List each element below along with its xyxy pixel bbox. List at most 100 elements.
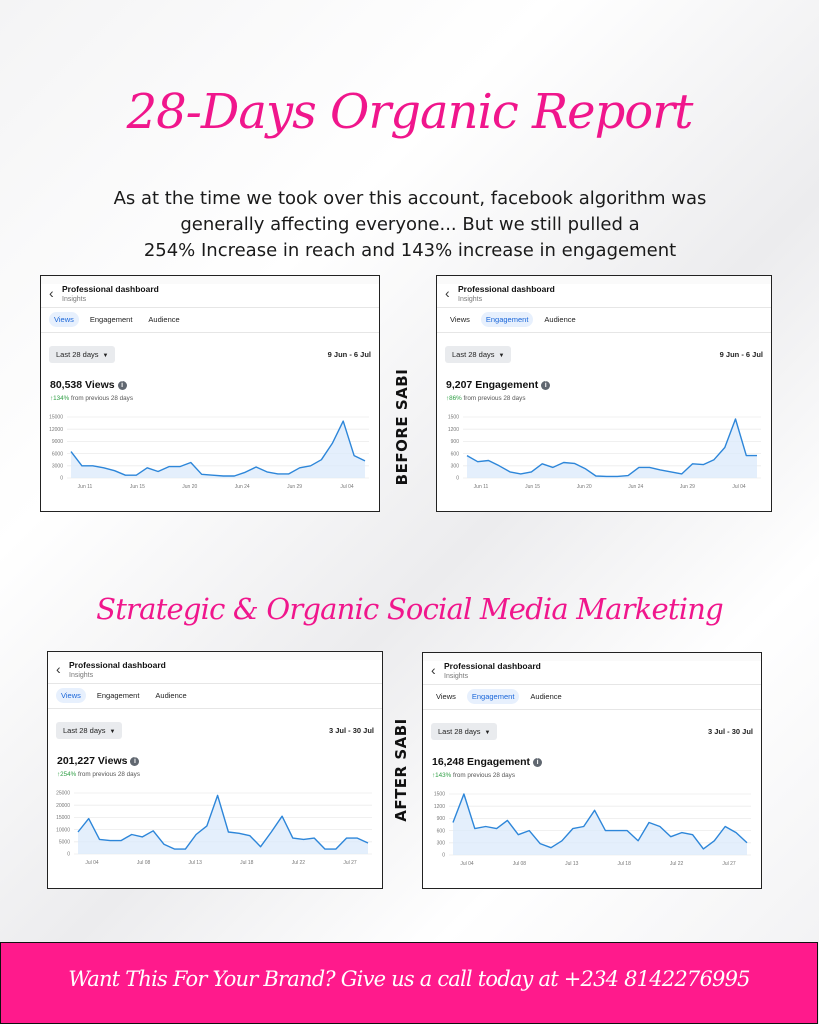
tab-audience[interactable]: Audience (148, 315, 180, 324)
insights-area-chart: 15000 12000 9000 6000 3000 0 Jun 11 Jun 15 Jun 2… (49, 415, 369, 490)
y-tick-label: 1500 (448, 415, 459, 421)
series-line (466, 418, 757, 478)
cta-text[interactable]: Want This For Your Brand? Give us a call… (68, 967, 750, 991)
delta-percent: ↑86% (446, 395, 462, 402)
insights-area-chart: 1500 1200 900 600 300 0 Jun 11 Jun 15 Jun 20 Jun … (448, 415, 761, 490)
info-icon[interactable]: i (117, 381, 127, 390)
insights-area-chart: 25000 20000 15000 10000 5000 0 Jul 04 Jul 08 Jul… (56, 791, 372, 866)
x-tick-label: Jun 24 (235, 484, 250, 490)
x-tick-label: Jun 11 (78, 484, 93, 490)
delta-text: from previous 28 days (461, 395, 526, 402)
page-title: 28-Days Organic Report (126, 84, 694, 140)
tab-audience[interactable]: Audience (155, 691, 187, 700)
tabs-divider (423, 709, 761, 710)
caret-down-icon: ▼ (109, 729, 116, 735)
status-bar (423, 653, 761, 661)
chevron-left-icon[interactable]: ‹ (49, 285, 54, 301)
date-range-text: 9 Jun - 6 Jul (327, 350, 371, 359)
caret-down-icon: ▼ (498, 353, 505, 359)
header-title: Professional dashboard (62, 284, 159, 294)
dashboard-panel-after-engagement: ‹ Professional dashboard Insights Views Enga… (422, 652, 762, 889)
y-tick-label: 12000 (49, 427, 63, 433)
tab-engagement[interactable]: Engagement (466, 689, 520, 704)
y-tick-label: 3000 (52, 464, 63, 470)
series-line (70, 420, 366, 477)
dropdown-label: Last 28 days (63, 726, 106, 735)
y-tick-label: 0 (442, 853, 445, 859)
x-tick-label: Jul 22 (670, 861, 684, 867)
x-tick-label: Jul 13 (565, 861, 579, 867)
date-range-dropdown[interactable]: Last 28 days ▼ (56, 722, 123, 739)
y-tick-label: 300 (437, 841, 446, 847)
date-range-dropdown[interactable]: Last 28 days ▼ (445, 346, 512, 363)
x-tick-label: Jun 29 (287, 484, 302, 490)
x-tick-label: Jun 20 (182, 484, 197, 490)
date-range-text: 3 Jul - 30 Jul (328, 726, 374, 735)
x-tick-label: Jun 15 (525, 484, 540, 490)
y-tick-label: 900 (437, 816, 446, 822)
delta-text: from previous 28 days (451, 772, 515, 779)
cta-banner[interactable]: Want This For Your Brand? Give us a call… (0, 942, 818, 1024)
dropdown-label: Last 28 days (452, 350, 495, 359)
x-tick-label: Jun 11 (474, 484, 489, 490)
dashboard-panel-before-engagement: ‹ Professional dashboard Insights Views Enga… (436, 275, 772, 512)
y-tick-label: 300 (451, 464, 460, 470)
intro-line-3: 254% Increase in reach and 143% increase… (143, 240, 677, 261)
date-range-dropdown[interactable]: Last 28 days ▼ (431, 723, 498, 740)
chevron-left-icon[interactable]: ‹ (56, 661, 61, 677)
y-tick-label: 600 (437, 828, 446, 834)
metric-label: 80,538 Views (50, 379, 115, 391)
tabs-divider (48, 708, 382, 709)
header-divider (423, 684, 761, 685)
series-area (71, 421, 365, 478)
tab-engagement[interactable]: Engagement (89, 315, 133, 324)
x-tick-label: Jun 29 (680, 484, 695, 490)
y-tick-label: 5000 (59, 840, 70, 846)
header-title: Professional dashboard (458, 284, 555, 294)
tab-engagement[interactable]: Engagement (480, 312, 534, 327)
info-icon[interactable]: i (541, 381, 551, 390)
before-sabi-label: BEFORE SABI (393, 368, 411, 486)
metric-value: 80,538 Views i (50, 379, 127, 391)
y-tick-label: 20000 (56, 803, 70, 809)
dropdown-label: Last 28 days (438, 727, 481, 736)
y-tick-label: 1200 (448, 427, 459, 433)
tab-bar: Views Engagement Audience (445, 312, 581, 327)
metric-value: 201,227 Views i (57, 755, 140, 767)
y-tick-label: 1200 (434, 804, 445, 810)
y-tick-label: 0 (60, 476, 63, 482)
caret-down-icon: ▼ (102, 353, 109, 359)
header-subtitle: Insights (69, 672, 94, 679)
tab-audience[interactable]: Audience (544, 315, 576, 324)
x-tick-label: Jul 04 (732, 484, 746, 490)
chevron-left-icon[interactable]: ‹ (431, 662, 436, 678)
insights-area-chart: 1500 1200 900 600 300 0 Jul 04 Jul 08 Jul 13 Jul … (434, 792, 751, 867)
tab-engagement[interactable]: Engagement (96, 691, 140, 700)
info-icon[interactable]: i (533, 758, 543, 767)
tab-views[interactable]: Views (436, 692, 456, 701)
tabs-divider (437, 332, 771, 333)
dashboard-panel-after-views: ‹ Professional dashboard Insights Views Enga… (47, 651, 383, 889)
tab-views[interactable]: Views (56, 688, 86, 703)
delta-percent: ↑134% (50, 395, 70, 402)
x-tick-label: Jun 15 (130, 484, 145, 490)
tab-views[interactable]: Views (49, 312, 79, 327)
caret-down-icon: ▼ (484, 730, 491, 736)
tab-views[interactable]: Views (450, 315, 470, 324)
info-icon[interactable]: i (130, 757, 140, 766)
x-tick-label: Jul 27 (722, 861, 736, 867)
x-tick-label: Jul 04 (340, 484, 354, 490)
after-sabi-label: AFTER SABI (392, 718, 410, 822)
tab-bar: Views Engagement Audience (431, 689, 567, 704)
chevron-left-icon[interactable]: ‹ (445, 285, 450, 301)
series-area (467, 419, 757, 478)
x-tick-label: Jul 22 (292, 860, 306, 866)
x-tick-label: Jul 08 (137, 860, 151, 866)
x-tick-label: Jun 20 (577, 484, 592, 490)
date-range-dropdown[interactable]: Last 28 days ▼ (49, 346, 116, 363)
y-tick-label: 0 (67, 852, 70, 858)
status-bar (48, 652, 382, 660)
header-divider (48, 683, 382, 684)
tab-audience[interactable]: Audience (530, 692, 562, 701)
dropdown-label: Last 28 days (56, 350, 99, 359)
